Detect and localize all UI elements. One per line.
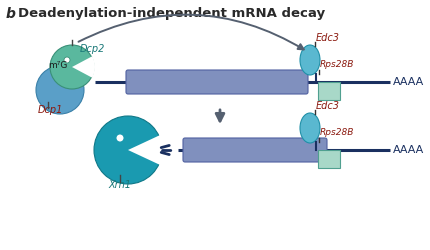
Text: Xrn1: Xrn1 <box>108 179 131 189</box>
Wedge shape <box>72 57 95 78</box>
Text: Dcp1: Dcp1 <box>38 104 63 115</box>
Text: b: b <box>6 7 16 21</box>
FancyBboxPatch shape <box>317 83 339 100</box>
Text: Deadenylation-independent mRNA decay: Deadenylation-independent mRNA decay <box>18 7 324 20</box>
Wedge shape <box>128 135 164 166</box>
Text: Rps28B: Rps28B <box>319 60 353 69</box>
Circle shape <box>64 58 70 64</box>
FancyBboxPatch shape <box>126 71 307 94</box>
Circle shape <box>116 135 123 142</box>
Ellipse shape <box>299 46 319 76</box>
Text: Edc3: Edc3 <box>315 100 339 110</box>
Text: Rps28B: Rps28B <box>319 128 353 136</box>
Text: m⁷G: m⁷G <box>48 61 68 70</box>
FancyBboxPatch shape <box>183 138 326 162</box>
Circle shape <box>36 67 84 114</box>
FancyBboxPatch shape <box>317 150 339 168</box>
Text: Edc3: Edc3 <box>315 33 339 43</box>
Circle shape <box>94 116 162 184</box>
Text: AAAA: AAAA <box>392 144 423 154</box>
Ellipse shape <box>299 114 319 144</box>
Ellipse shape <box>50 46 94 90</box>
Text: AAAA: AAAA <box>392 77 423 87</box>
Text: Dcp2: Dcp2 <box>80 44 105 54</box>
